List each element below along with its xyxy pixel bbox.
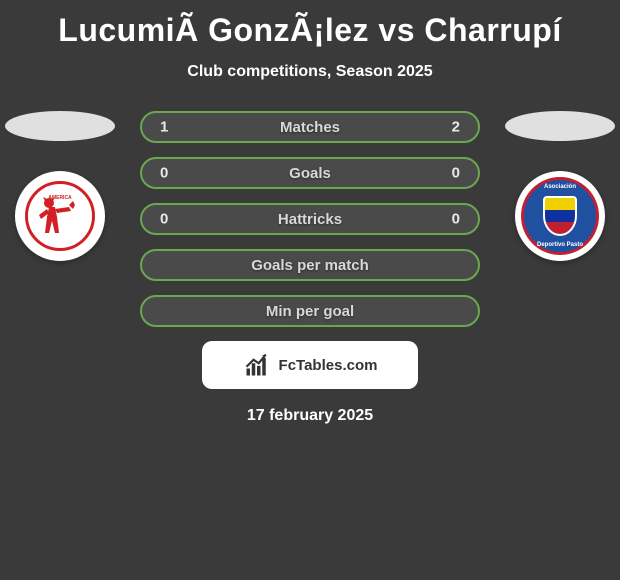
stat-value-right: 0 <box>452 211 460 228</box>
stat-row-goals: 0 Goals 0 <box>140 157 480 189</box>
brand-text: FcTables.com <box>279 357 378 374</box>
comparison-date: 17 february 2025 <box>0 407 620 425</box>
stat-value-left: 0 <box>160 165 168 182</box>
stat-label: Goals <box>289 165 331 182</box>
brand-badge[interactable]: FcTables.com <box>202 341 418 389</box>
stat-value-right: 0 <box>452 165 460 182</box>
stat-row-min-per-goal: Min per goal <box>140 295 480 327</box>
chart-icon <box>243 351 271 379</box>
page-subtitle: Club competitions, Season 2025 <box>0 63 620 81</box>
stat-label: Goals per match <box>251 257 369 274</box>
stat-row-hattricks: 0 Hattricks 0 <box>140 203 480 235</box>
stat-value-left: 0 <box>160 211 168 228</box>
left-player-oval <box>5 111 115 141</box>
pasto-logo-icon: Asociación Deportivo Pasto <box>521 177 599 255</box>
stat-value-right: 2 <box>452 119 460 136</box>
logo-text-bottom: Deportivo Pasto <box>537 242 583 248</box>
left-club-logo: AMERICA <box>15 171 105 261</box>
stat-row-matches: 1 Matches 2 <box>140 111 480 143</box>
stat-label: Min per goal <box>266 303 354 320</box>
right-player-column: Asociación Deportivo Pasto <box>500 111 620 261</box>
right-player-oval <box>505 111 615 141</box>
shield-icon <box>543 196 577 236</box>
left-player-column: AMERICA <box>0 111 120 261</box>
comparison-content: AMERICA Asociación Deportivo Pasto 1 Mat… <box>0 111 620 425</box>
stat-value-left: 1 <box>160 119 168 136</box>
america-logo-icon: AMERICA <box>25 181 95 251</box>
right-club-logo: Asociación Deportivo Pasto <box>515 171 605 261</box>
logo-text-top: Asociación <box>544 184 576 190</box>
page-title: LucumiÃ GonzÃ¡lez vs Charrupí <box>0 0 620 49</box>
svg-text:AMERICA: AMERICA <box>48 195 72 201</box>
stat-label: Matches <box>280 119 340 136</box>
stats-table: 1 Matches 2 0 Goals 0 0 Hattricks 0 Goal… <box>140 111 480 327</box>
stat-label: Hattricks <box>278 211 342 228</box>
stat-row-goals-per-match: Goals per match <box>140 249 480 281</box>
